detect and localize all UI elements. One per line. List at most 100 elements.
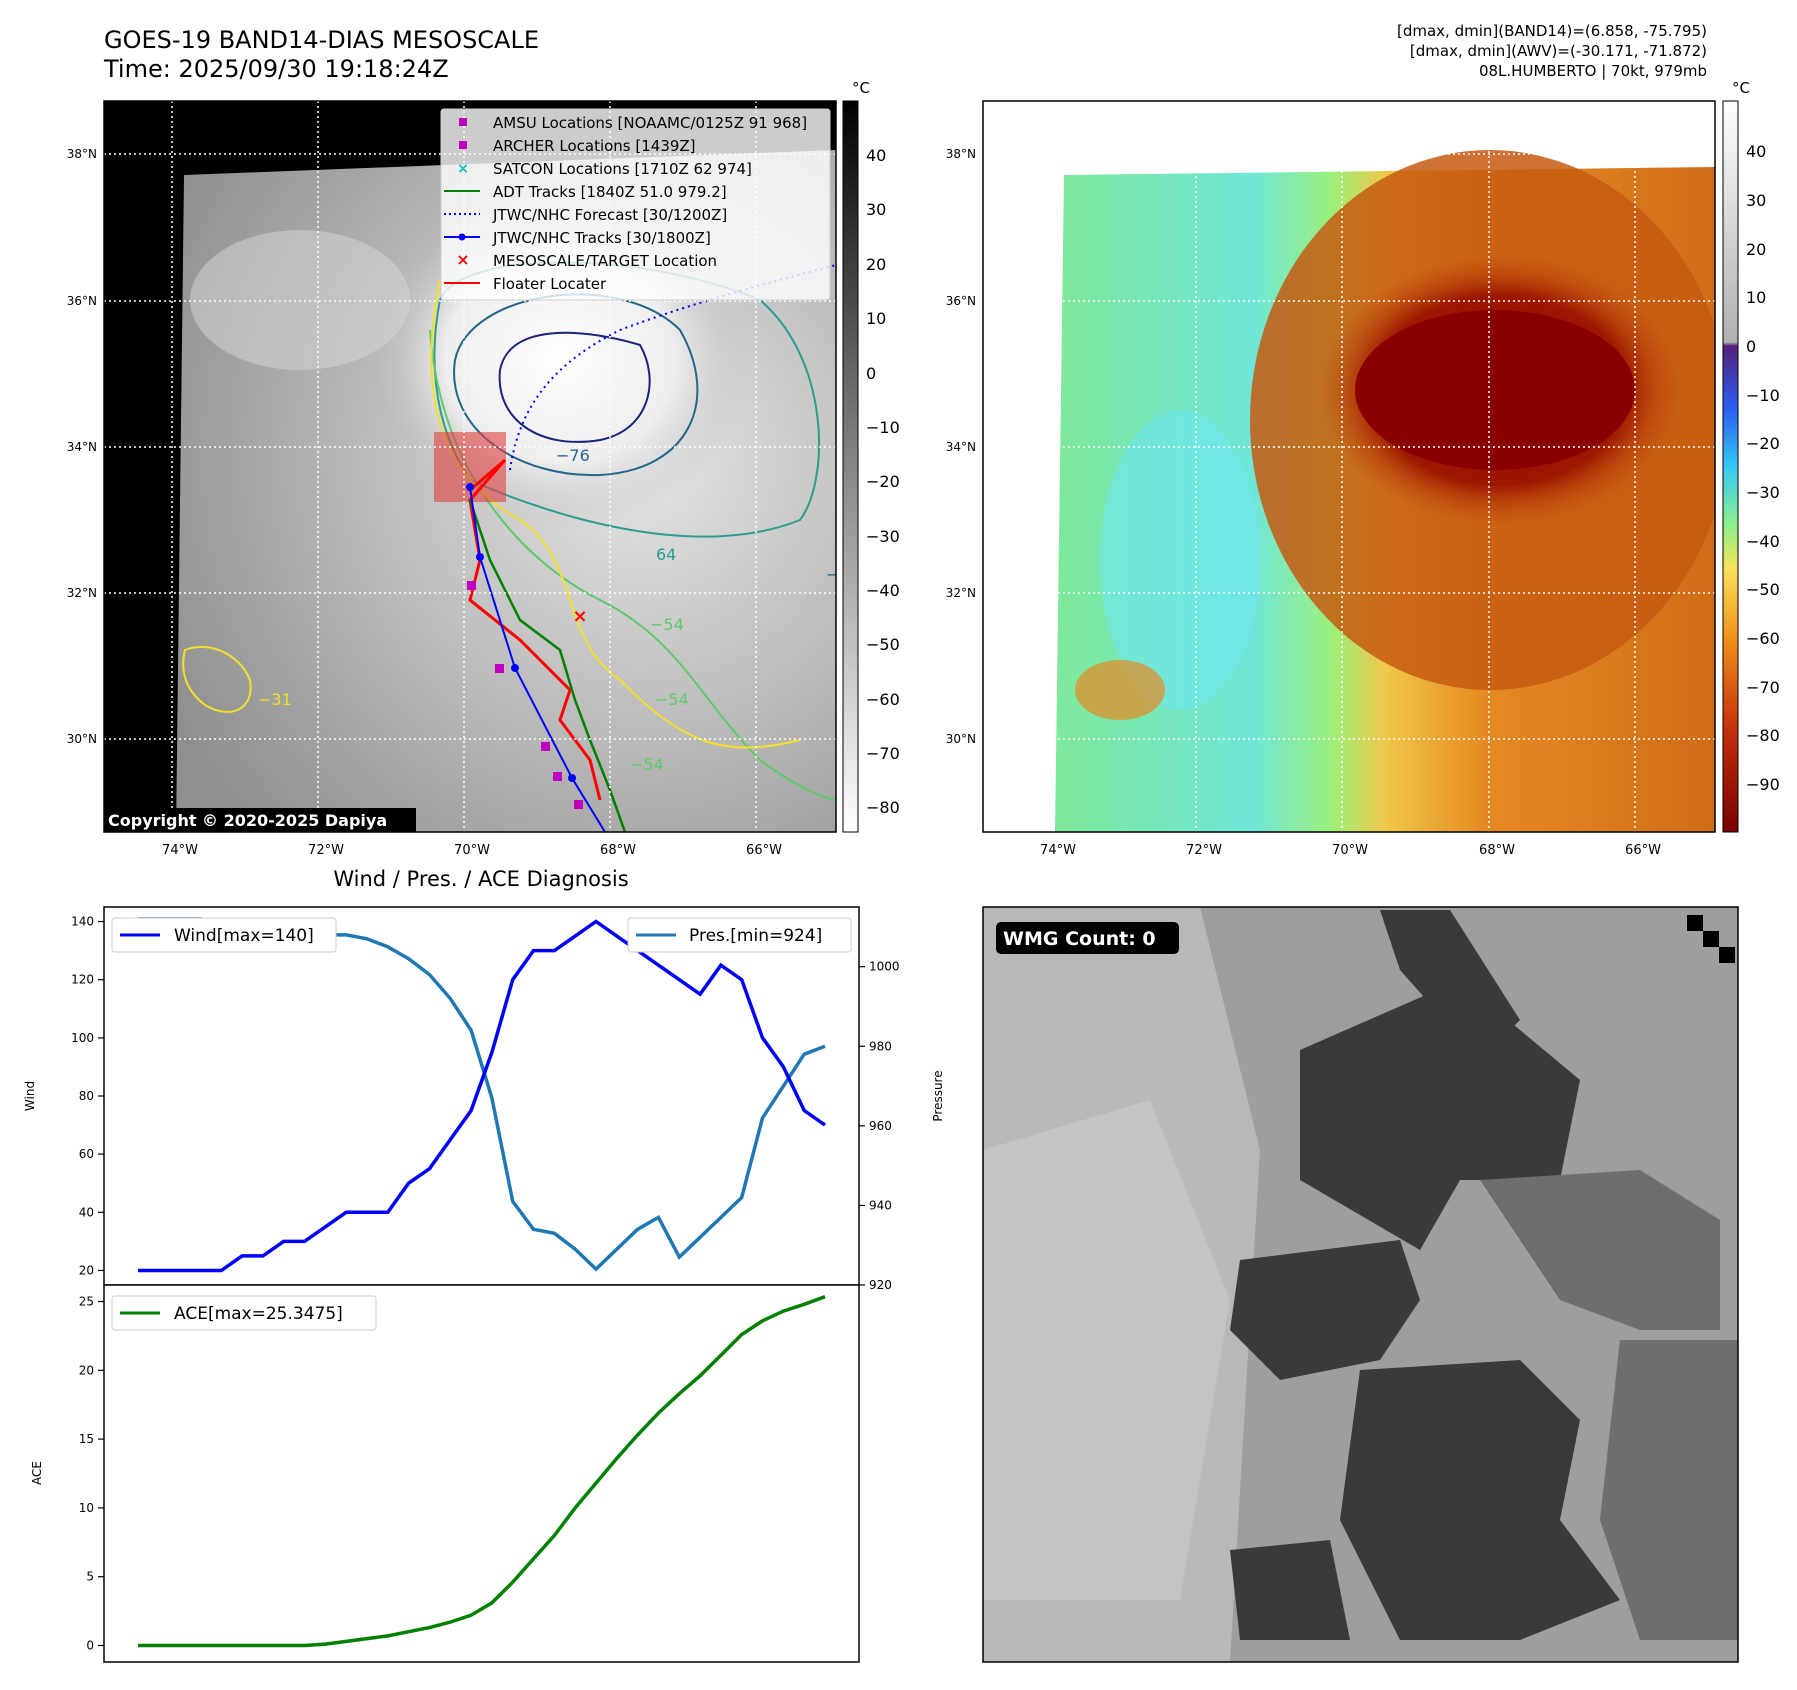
pressure-axis-label: Pressure	[931, 1070, 945, 1121]
awv-storm-center	[1355, 310, 1635, 470]
wind-tick-label: 60	[79, 1147, 94, 1161]
legend-marker-target: ×	[456, 250, 469, 269]
svg-text:−70: −70	[1746, 678, 1780, 697]
svg-text:20: 20	[866, 255, 886, 274]
ace-axis-ticks: 0 5 10 15 20 25	[79, 1295, 104, 1652]
legend-label: AMSU Locations [NOAAMC/0125Z 91 968]	[493, 114, 807, 132]
chart-title: GOES-19 BAND14-DIAS MESOSCALE	[104, 26, 540, 54]
ace-tick-label: 10	[79, 1501, 94, 1515]
svg-text:30°N: 30°N	[946, 732, 976, 746]
awv-lat-labels: 38°N 36°N 34°N 32°N 30°N	[946, 147, 976, 746]
pressure-legend-label: Pres.[min=924]	[689, 926, 822, 946]
wmg-region-dark	[1230, 1240, 1420, 1380]
legend-label: ARCHER Locations [1439Z]	[493, 137, 696, 155]
wind-tick-label: 40	[79, 1205, 94, 1219]
contour-label: −76	[556, 446, 590, 465]
awv-gridlines	[983, 101, 1715, 832]
wmg-count-badge	[996, 922, 1179, 954]
amsu-marker	[553, 772, 562, 781]
meta-storm-info: 08L.HUMBERTO | 70kt, 979mb	[1478, 62, 1707, 80]
svg-text:74°W: 74°W	[1040, 843, 1076, 858]
awv-lon-labels: 74°W 72°W 70°W 68°W 66°W	[1040, 843, 1661, 858]
ir-lat-labels: 38°N 36°N 34°N 32°N 30°N	[67, 147, 97, 746]
awv-convection-patch	[1075, 660, 1165, 720]
ace-axis-label: ACE	[30, 1461, 44, 1485]
svg-text:36°N: 36°N	[67, 294, 97, 308]
svg-text:−80: −80	[1746, 726, 1780, 745]
svg-text:70°W: 70°W	[454, 843, 490, 858]
contour-label: −54	[655, 690, 689, 709]
wmg-region-mid	[1600, 1340, 1738, 1640]
awv-map	[982, 100, 1716, 833]
wmg-region-mid	[1480, 1170, 1720, 1330]
pressure-axis-ticks: 920 940 960 980 1000	[859, 960, 900, 1292]
wmg-region-dark	[1380, 910, 1520, 1060]
wind-pressure-frame	[103, 906, 860, 1286]
svg-text:32°N: 32°N	[67, 586, 97, 600]
ir-colorbar	[842, 100, 859, 833]
ir-cloud-patch	[190, 230, 410, 370]
ir-map-frame	[103, 100, 837, 833]
svg-text:40: 40	[866, 146, 886, 165]
meta-awv-range: [dmax, dmin](AWV)=(-30.171, -71.872)	[1409, 42, 1707, 60]
svg-text:−40: −40	[1746, 532, 1780, 551]
svg-text:−20: −20	[866, 472, 900, 491]
amsu-marker	[574, 800, 583, 809]
ace-chart: 0 5 10 15 20 25 ACE ACE[max=25.3475]	[30, 1284, 860, 1663]
svg-text:36°N: 36°N	[946, 294, 976, 308]
legend-dot-jtwc	[458, 233, 466, 241]
contour-label: −54	[630, 755, 664, 774]
wmg-corner-pixel	[1719, 947, 1735, 963]
archer-marker	[467, 581, 476, 590]
svg-text:68°W: 68°W	[1479, 843, 1515, 858]
pressure-tick-label: 1000	[869, 960, 900, 974]
svg-text:−90: −90	[1746, 775, 1780, 794]
svg-text:−50: −50	[866, 635, 900, 654]
wind-line	[138, 919, 827, 1273]
svg-text:−60: −60	[1746, 629, 1780, 648]
copyright-text: Copyright © 2020-2025 Dapiya	[108, 811, 387, 830]
contour-yellow-west	[182, 645, 252, 713]
ace-tick-label: 20	[79, 1363, 94, 1377]
awv-colorbar-unit: °C	[1732, 79, 1750, 97]
svg-text:−20: −20	[1746, 434, 1780, 453]
ace-frame	[103, 1284, 860, 1663]
archer-marker	[495, 664, 504, 673]
svg-text:30: 30	[866, 200, 886, 219]
wind-tick-label: 140	[71, 915, 94, 929]
ace-tick-label: 0	[86, 1638, 94, 1652]
svg-text:10: 10	[1746, 288, 1766, 307]
legend-label: MESOSCALE/TARGET Location	[493, 252, 717, 270]
svg-text:0: 0	[1746, 337, 1756, 356]
awv-map-frame	[982, 100, 1716, 833]
legend-marker-satcon: ×	[457, 161, 469, 177]
ir-colorbar-unit: °C	[852, 79, 870, 97]
svg-text:70°W: 70°W	[1332, 843, 1368, 858]
svg-text:0: 0	[866, 364, 876, 383]
meta-band14-range: [dmax, dmin](BAND14)=(6.858, -75.795)	[1396, 22, 1707, 40]
svg-text:−10: −10	[866, 418, 900, 437]
wind-legend-label: Wind[max=140]	[174, 926, 314, 946]
amsu-marker	[541, 742, 550, 751]
legend-marker-amsu	[459, 118, 467, 126]
jtwc-track-point	[511, 664, 519, 672]
svg-text:32°N: 32°N	[946, 586, 976, 600]
ir-legend: × × AMSU Locations [NOAAMC/0125Z 91 968]…	[440, 108, 831, 301]
svg-text:−60: −60	[866, 690, 900, 709]
jtwc-track-point	[568, 774, 576, 782]
pressure-tick-label: 920	[869, 1278, 892, 1292]
ace-tick-label: 25	[79, 1295, 94, 1309]
ace-legend-box	[111, 1295, 377, 1331]
wmg-corner-pixel	[1687, 915, 1703, 931]
wind-tick-label: 120	[71, 973, 94, 987]
svg-text:38°N: 38°N	[67, 147, 97, 161]
ace-tick-label: 15	[79, 1432, 94, 1446]
svg-text:−10: −10	[1746, 386, 1780, 405]
ace-line	[138, 1295, 826, 1648]
contour-label: 64	[656, 545, 676, 564]
wmg-region-dark	[1340, 1360, 1620, 1640]
legend-marker-archer	[459, 141, 467, 149]
svg-text:40: 40	[1746, 142, 1766, 161]
svg-text:68°W: 68°W	[600, 843, 636, 858]
pressure-tick-label: 940	[869, 1198, 892, 1212]
